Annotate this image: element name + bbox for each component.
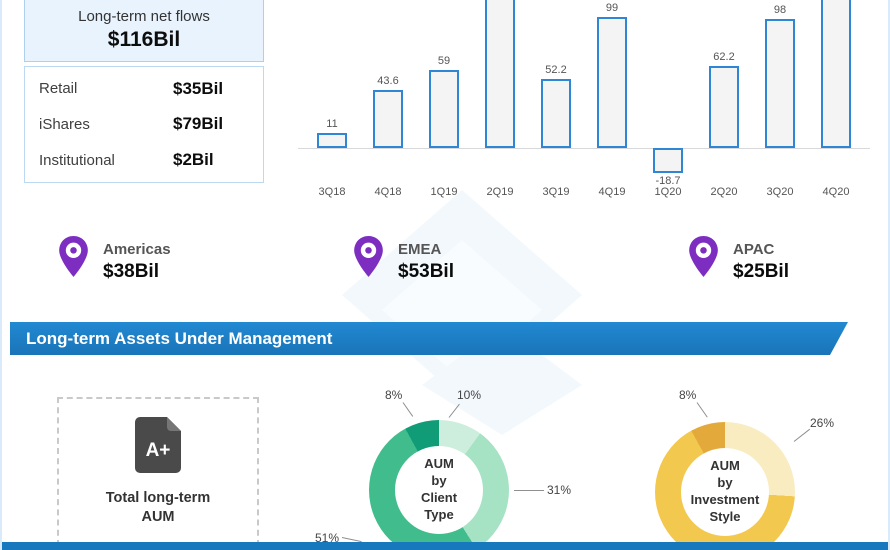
client-type-donut-center: AUM by Client Type <box>421 456 457 524</box>
bar-slot-2q20: 62.2 2Q20 <box>696 0 752 200</box>
aum-section-banner: Long-term Assets Under Management <box>10 322 848 355</box>
region-name: EMEA <box>398 241 442 258</box>
breakdown-label: iShares <box>39 115 90 133</box>
bar-slot-3q19: 52.2 3Q19 <box>528 0 584 200</box>
bar-3q19 <box>541 79 571 148</box>
client-type-segment-label-31: 31% <box>547 483 572 497</box>
bar-3q18 <box>317 133 347 148</box>
net-flows-breakdown: Retail $35Bil iShares $79Bil Institution… <box>24 66 264 183</box>
leader-line <box>793 428 811 442</box>
bar-4q18 <box>373 90 403 148</box>
bar-2q20 <box>709 65 739 148</box>
bar-value-label: 62.2 <box>713 50 735 63</box>
bar-value-label: -18.7 <box>655 174 681 187</box>
total-aum-box: A+ Total long-term AUM <box>57 397 259 550</box>
donut-center-line: Investment <box>690 492 760 507</box>
aum-section-title: Long-term Assets Under Management <box>26 328 333 348</box>
bar-value-label: 52.2 <box>545 64 567 77</box>
chart-axis-line <box>298 148 870 149</box>
map-pin-icon <box>59 236 88 277</box>
net-flows-value: $116Bil <box>107 28 181 51</box>
bar-slot-3q20: 98 3Q20 <box>752 0 808 200</box>
breakdown-label: Institutional <box>39 151 115 169</box>
region-apac: APAC $25Bil <box>687 235 789 283</box>
breakdown-row-institutional: Institutional $2Bil <box>25 143 263 177</box>
region-name: APAC <box>733 241 775 258</box>
axis-label-4q18: 4Q18 <box>374 186 402 198</box>
bar-1q19 <box>429 70 459 148</box>
investment-style-donut-hole: AUM by Investment Style <box>681 448 769 536</box>
bar-slot-1q19: 59 1Q19 <box>416 0 472 200</box>
client-type-donut: AUM by Client Type <box>369 420 509 550</box>
bar-value-label: 99 <box>605 2 619 15</box>
region-value: $53Bil <box>398 261 454 282</box>
region-name: Americas <box>103 241 171 258</box>
map-pin-icon <box>689 236 718 277</box>
client-type-segment-label-10: 10% <box>457 388 482 402</box>
bar-4q20 <box>821 0 851 148</box>
bar-slot-2q19: 2Q19 <box>472 0 528 200</box>
region-americas: Americas $38Bil <box>57 235 171 283</box>
breakdown-label: Retail <box>39 80 78 98</box>
leader-line <box>696 402 708 418</box>
donut-center-line: AUM <box>424 456 454 472</box>
bar-2q19 <box>485 0 515 148</box>
axis-label-3q20: 3Q20 <box>766 186 794 198</box>
bar-slot-4q20: 4Q20 <box>808 0 864 200</box>
axis-label-4q19: 4Q19 <box>598 186 626 198</box>
bar-value-label: 59 <box>437 55 451 68</box>
axis-label-4q20: 4Q20 <box>822 186 850 198</box>
grade-icon-text: A+ <box>146 440 171 461</box>
axis-label-1q20: 1Q20 <box>654 186 682 198</box>
client-type-segment-label-51: 51% <box>315 531 340 545</box>
axis-label-2q20: 2Q20 <box>710 186 738 198</box>
total-aum-label: Total long-term AUM <box>106 489 210 527</box>
donut-center-line: Type <box>424 506 454 522</box>
breakdown-value: $79Bil <box>173 114 224 134</box>
map-pin-icon <box>354 236 383 277</box>
axis-label-3q19: 3Q19 <box>542 186 570 198</box>
region-value: $25Bil <box>733 261 789 282</box>
net-flows-title: Long-term net flows <box>78 8 210 25</box>
axis-label-2q19: 2Q19 <box>486 186 514 198</box>
total-aum-label-line2: AUM <box>141 508 175 525</box>
investment-style-segment-label-26: 26% <box>810 416 835 430</box>
bar-value-label: 43.6 <box>377 75 399 88</box>
total-aum-label-line1: Total long-term <box>105 490 211 506</box>
bar-3q20 <box>765 18 795 148</box>
bar-slot-3q18: 11 3Q18 <box>304 0 360 200</box>
bar-slot-1q20: -18.7 1Q20 <box>640 0 696 200</box>
bar-4q19 <box>597 17 627 148</box>
net-flows-bar-chart: 11 3Q18 43.6 4Q18 59 1Q19 2Q19 52.2 3Q19 99 4Q19 -1… <box>298 0 870 200</box>
bar-value-label: 98 <box>773 3 787 16</box>
donut-center-line: Client <box>420 490 458 505</box>
breakdown-row-retail: Retail $35Bil <box>25 72 263 106</box>
donut-center-line: Style <box>709 508 741 524</box>
leader-line <box>514 490 544 491</box>
breakdown-value: $35Bil <box>173 78 224 98</box>
donut-center-line: by <box>431 473 447 489</box>
breakdown-value: $2Bil <box>173 150 214 170</box>
breakdown-row-ishares: iShares $79Bil <box>25 107 263 141</box>
footer-border-bar <box>2 542 888 550</box>
investment-style-segment-label-8: 8% <box>679 388 697 402</box>
bar-1q20 <box>653 148 683 173</box>
donut-center-line: by <box>717 475 733 491</box>
region-emea: EMEA $53Bil <box>352 235 454 283</box>
region-value: $38Bil <box>103 261 159 282</box>
bar-value-label: 11 <box>326 118 338 131</box>
client-type-donut-hole: AUM by Client Type <box>395 446 483 534</box>
investment-style-donut-center: AUM by Investment Style <box>691 458 760 526</box>
axis-label-1q19: 1Q19 <box>430 186 458 198</box>
graded-document-icon: A+ <box>135 417 181 473</box>
bar-slot-4q19: 99 4Q19 <box>584 0 640 200</box>
client-type-segment-label-8: 8% <box>385 388 403 402</box>
investment-style-donut: AUM by Investment Style <box>655 422 795 550</box>
net-flows-summary: Long-term net flows $116Bil <box>24 0 264 62</box>
axis-label-3q18: 3Q18 <box>318 186 346 198</box>
donut-center-line: AUM <box>710 458 740 474</box>
bar-slot-4q18: 43.6 4Q18 <box>360 0 416 200</box>
